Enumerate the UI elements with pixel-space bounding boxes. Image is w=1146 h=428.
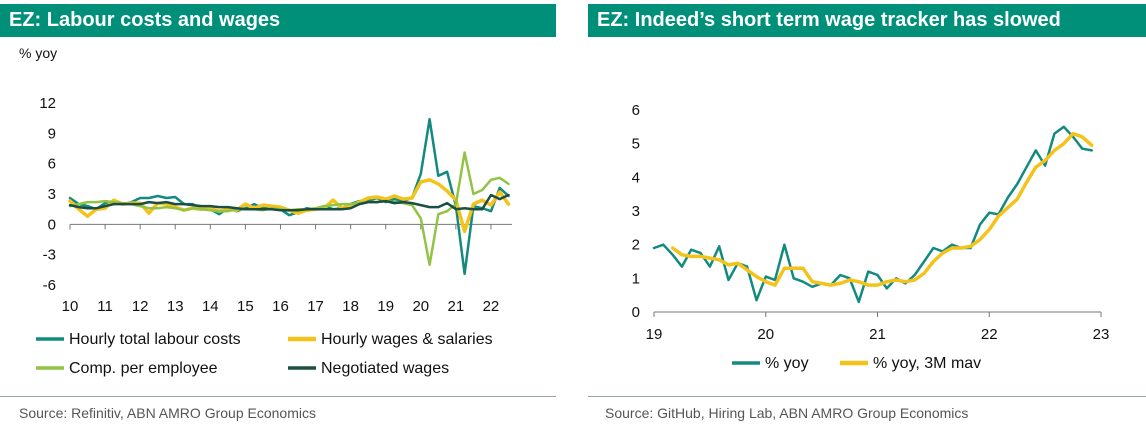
y-axis-unit: % yoy [19,45,58,61]
legend-label: % yoy [765,355,809,372]
x-tick-label: 22 [981,326,998,343]
source-divider [588,396,1146,397]
series-line-4 [68,193,510,212]
legend-label: Comp. per employee [69,360,218,377]
y-tick-label: 1 [632,270,640,287]
series-line-1 [652,125,1093,304]
x-tick-label: 22 [483,298,500,315]
y-tick-label: 4 [632,169,640,186]
x-tick-label: 12 [132,298,149,315]
x-tick-label: 13 [167,298,184,315]
y-tick-label: 0 [632,304,640,321]
x-tick-label: 11 [97,298,113,315]
x-tick-label: 14 [202,298,219,315]
x-tick-label: 20 [412,298,429,315]
y-tick-label: 2 [632,237,640,254]
x-tick-label: 20 [757,326,774,343]
legend-label: Negotiated wages [321,360,449,377]
y-tick-label: 6 [48,156,56,173]
chart-title: EZ: Indeed’s short term wage tracker has… [588,4,1146,37]
x-tick-label: 21 [448,298,465,315]
y-tick-label: 5 [632,136,640,153]
legend-label: Hourly total labour costs [69,331,241,348]
panel-labour-costs: EZ: Labour costs and wages % yoy 12 9 6 3 0 -… [0,0,556,428]
y-tick-label: -6 [43,277,56,294]
y-tick-label: 12 [39,95,56,112]
source-note: Source: GitHub, Hiring Lab, ABN AMRO Gro… [605,405,969,421]
source-divider [0,396,556,397]
y-tick-label: 9 [48,125,56,142]
source-note: Source: Refinitiv, ABN AMRO Group Econom… [19,405,316,421]
y-tick-label: -3 [43,247,56,264]
series-line-1 [68,117,510,276]
x-tick-label: 19 [646,326,663,343]
legend-label: % yoy, 3M mav [873,355,981,372]
x-tick-label: 23 [1093,326,1110,343]
labour-costs-chart: 12 9 6 3 0 -3 -6 10 11 12 13 14 15 16 17 18 19 20 21 22 Hour… [36,95,512,377]
x-tick-label: 21 [869,326,886,343]
y-tick-label: 0 [48,216,56,233]
series-line-2 [670,131,1094,287]
x-tick-label: 18 [342,298,359,315]
x-tick-label: 15 [237,298,254,315]
x-tick-label: 10 [62,298,79,315]
y-tick-label: 3 [48,186,56,203]
x-tick-label: 16 [272,298,289,315]
legend-label: Hourly wages & salaries [321,331,493,348]
panel-wage-tracker: EZ: Indeed’s short term wage tracker has… [588,0,1146,428]
y-tick-label: 6 [632,102,640,119]
chart-title: EZ: Labour costs and wages [0,4,556,37]
x-tick-label: 17 [307,298,324,315]
x-tick-label: 19 [377,298,394,315]
y-tick-label: 3 [632,203,640,220]
